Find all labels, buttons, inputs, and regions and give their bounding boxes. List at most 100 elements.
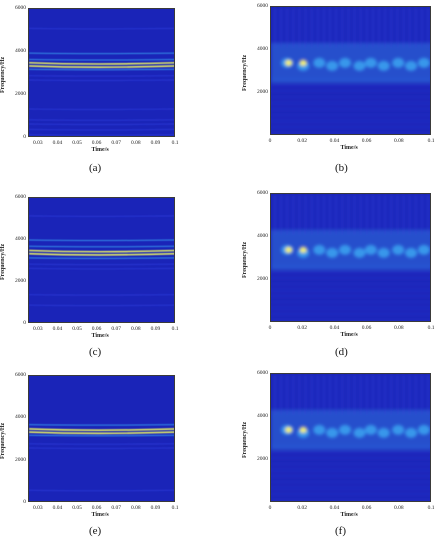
low-frequency-stripe xyxy=(271,493,430,496)
energy-streak xyxy=(365,374,369,415)
energy-streak xyxy=(297,7,301,48)
frequency-band-2700 xyxy=(29,79,174,81)
x-tick-label: 0.04 xyxy=(52,326,63,332)
x-tick-label: 0.05 xyxy=(72,140,82,146)
low-frequency-stripe xyxy=(271,120,430,123)
low-frequency-stripe xyxy=(271,114,430,117)
energy-streak xyxy=(285,194,289,235)
y-tick-label: 2000 xyxy=(257,276,268,282)
x-tick-label: 0.1 xyxy=(427,138,435,144)
frequency-band-3200 xyxy=(29,434,174,437)
energy-streak xyxy=(389,7,393,48)
energy-streak xyxy=(322,374,326,415)
energy-streak xyxy=(377,194,381,235)
frequency-band-3950 xyxy=(29,52,174,55)
energy-streak xyxy=(371,374,375,415)
y-tick-label: 2000 xyxy=(257,456,268,462)
low-frequency-stripe xyxy=(271,313,430,316)
low-frequency-stripe xyxy=(271,307,430,310)
low-frequency-stripe xyxy=(271,90,430,93)
energy-streak xyxy=(420,7,424,48)
low-frequency-stripe xyxy=(271,126,430,129)
energy-streak xyxy=(304,194,308,235)
energy-streak xyxy=(426,374,430,415)
energy-streak xyxy=(408,374,412,415)
x-axis-label: Time/s xyxy=(91,512,109,518)
spectrogram-plot xyxy=(28,197,175,323)
energy-streak xyxy=(389,194,393,235)
energy-streak xyxy=(402,374,406,415)
x-tick-label: 0.06 xyxy=(91,326,102,332)
energy-streak xyxy=(414,7,418,48)
energy-streak xyxy=(340,374,344,415)
spectrogram-plot xyxy=(28,8,175,137)
low-frequency-stripe xyxy=(271,277,430,280)
energy-blob xyxy=(326,247,339,258)
energy-blob xyxy=(353,60,366,71)
energy-streak xyxy=(377,374,381,415)
frequency-band-3700 xyxy=(29,245,174,248)
frequency-band-5150 xyxy=(29,215,174,217)
x-axis-label: Time/s xyxy=(91,333,109,339)
low-frequency-stripe xyxy=(271,301,430,304)
x-tick-label: 0.03 xyxy=(32,505,43,511)
energy-streak xyxy=(359,7,363,48)
y-tick-label: 2000 xyxy=(15,278,26,284)
y-tick-label: 6000 xyxy=(257,3,268,9)
frequency-band-2900 xyxy=(29,75,174,77)
energy-streak xyxy=(279,374,283,415)
y-tick-label: 0 xyxy=(23,499,26,505)
x-axis-label: Time/s xyxy=(340,332,358,338)
energy-blob xyxy=(339,57,352,68)
low-frequency-stripe xyxy=(271,84,430,87)
x-tick-label: 0.09 xyxy=(150,505,161,511)
x-tick-label: 0.02 xyxy=(297,138,307,144)
energy-streak xyxy=(414,374,418,415)
x-tick-label: 0.05 xyxy=(72,505,82,511)
spectrogram-canvas xyxy=(271,374,430,501)
frequency-band-150 xyxy=(29,134,174,136)
x-tick-label: 0.04 xyxy=(52,505,63,511)
x-tick-label: 0.06 xyxy=(361,325,372,331)
spectrogram-canvas xyxy=(271,7,430,134)
energy-blob xyxy=(417,424,430,435)
energy-streak xyxy=(383,7,387,48)
low-frequency-stripe xyxy=(271,487,430,490)
x-tick-label: 0.08 xyxy=(393,138,404,144)
energy-streak xyxy=(340,194,344,235)
energy-blob xyxy=(417,244,430,255)
energy-streak xyxy=(273,7,277,48)
energy-blob xyxy=(377,60,390,71)
y-tick-label: 6000 xyxy=(15,5,26,11)
energy-blob xyxy=(392,424,405,435)
peak-energy-blob xyxy=(285,426,293,433)
x-tick-label: 0.1 xyxy=(427,325,435,331)
y-tick-label: 4000 xyxy=(257,413,268,419)
x-tick-label: 0.08 xyxy=(130,140,141,146)
low-frequency-stripe xyxy=(271,108,430,111)
x-tick-label: 0.04 xyxy=(52,140,63,146)
energy-streak xyxy=(414,194,418,235)
y-axis-label: Frequency/Hz xyxy=(0,56,6,93)
energy-streak xyxy=(328,7,332,48)
spectrogram-plot xyxy=(28,375,175,502)
low-frequency-stripe xyxy=(271,319,430,321)
x-tick-label: 0.02 xyxy=(297,325,307,331)
energy-streak xyxy=(359,194,363,235)
low-frequency-stripe xyxy=(271,295,430,298)
x-tick-label: 0.06 xyxy=(91,505,102,511)
y-tick-label: 2000 xyxy=(15,91,26,97)
x-axis-label: Time/s xyxy=(340,512,358,518)
energy-blob xyxy=(377,247,390,258)
panel-caption: (f) xyxy=(335,525,346,537)
x-tick-label: 0.06 xyxy=(91,140,102,146)
energy-streak xyxy=(316,374,320,415)
energy-streak xyxy=(426,194,430,235)
x-tick-label: 0.1 xyxy=(171,140,179,146)
frequency-band-3650 xyxy=(29,59,174,61)
energy-streak xyxy=(273,374,277,415)
low-frequency-stripe xyxy=(271,289,430,292)
energy-streak xyxy=(395,374,399,415)
energy-blob xyxy=(417,57,430,68)
energy-streak xyxy=(328,194,332,235)
